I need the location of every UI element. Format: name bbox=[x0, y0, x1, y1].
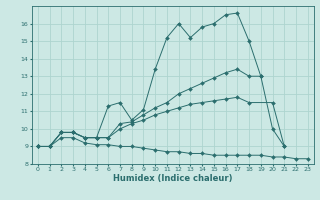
X-axis label: Humidex (Indice chaleur): Humidex (Indice chaleur) bbox=[113, 174, 233, 183]
